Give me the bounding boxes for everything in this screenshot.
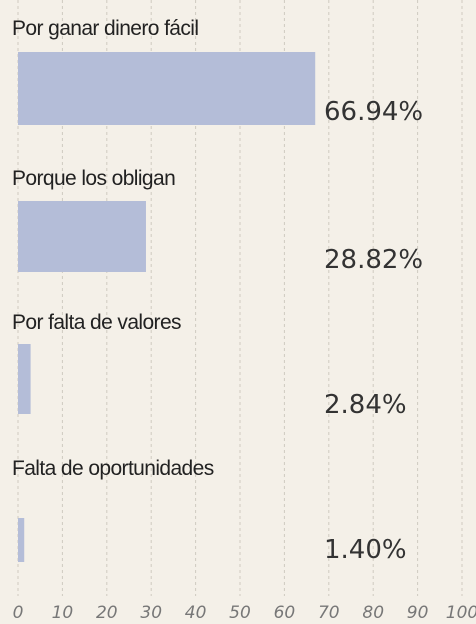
bar	[18, 52, 316, 125]
category-label: Por falta de valores	[12, 311, 181, 334]
x-tick-label: 70	[318, 603, 340, 623]
x-tick-label: 100	[446, 603, 476, 623]
category-label: Por ganar dinero fácil	[12, 17, 198, 40]
x-tick-label: 10	[52, 603, 74, 623]
x-tick-label: 30	[140, 603, 162, 623]
x-tick-label: 80	[362, 603, 384, 623]
category-label: Falta de oportunidades	[12, 457, 214, 480]
value-label: 2.84%	[324, 390, 407, 420]
bar	[18, 518, 25, 562]
bar	[18, 344, 31, 414]
category-label: Porque los obligan	[12, 167, 175, 190]
x-tick-label: 60	[274, 603, 296, 623]
x-tick-label: 50	[229, 603, 251, 623]
x-tick-label: 40	[185, 603, 207, 623]
value-label: 28.82%	[324, 245, 423, 275]
x-tick-label: 0	[13, 603, 24, 623]
x-tick-label: 90	[407, 603, 429, 623]
value-label: 66.94%	[324, 97, 423, 127]
x-tick-label: 20	[96, 603, 118, 623]
value-label: 1.40%	[324, 535, 407, 565]
bar	[18, 201, 146, 272]
